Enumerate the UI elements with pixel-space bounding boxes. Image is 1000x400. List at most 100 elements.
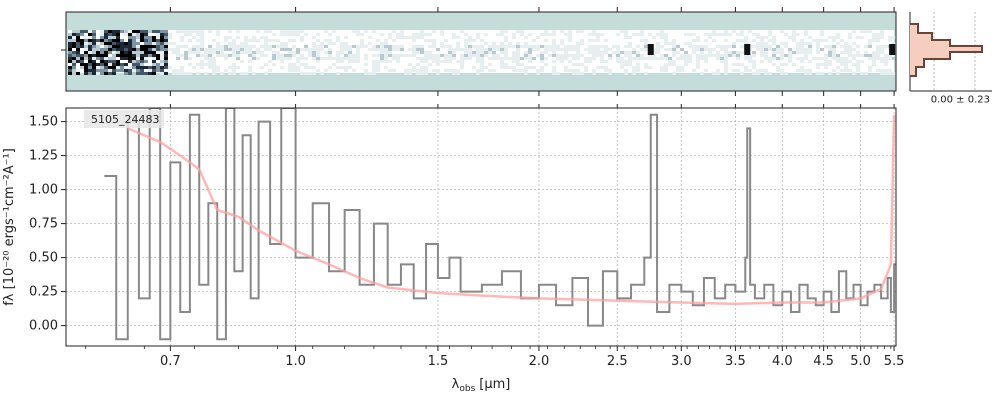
spectrum-2d-pixel [288,51,292,54]
spectrum-2d-pixel [264,36,268,39]
spectrum-2d-pixel [260,66,264,69]
spectrum-2d-pixel [400,30,404,33]
spectrum-2d-pixel [620,51,624,54]
spectrum-2d-pixel [224,69,228,72]
spectrum-2d-pixel [380,45,384,48]
spectrum-2d-pixel [132,30,136,33]
spectrum-2d-pixel [204,57,208,60]
spectrum-2d-pixel [444,57,448,60]
spectrum-2d-pixel [284,33,288,36]
spectrum-2d-pixel [436,63,440,66]
spectrum-2d-pixel [292,69,296,72]
spectrum-2d-pixel [820,63,824,66]
spectrum-2d-pixel [200,30,204,33]
spectrum-2d-pixel [464,48,468,51]
spectrum-2d-pixel [392,39,396,42]
spectrum-2d-pixel [428,33,432,36]
spectrum-2d-pixel [68,33,72,36]
spectrum-2d-pixel [864,30,868,33]
spectrum-2d-pixel [752,45,756,48]
spectrum-2d-pixel [532,66,536,69]
spectrum-2d-pixel [128,54,132,57]
spectrum-2d-pixel [416,48,420,51]
spectrum-2d-pixel [752,39,756,42]
spectrum-2d-pixel [112,63,116,66]
spectrum-2d-pixel [412,33,416,36]
spectrum-2d-pixel [208,60,212,63]
spectrum-2d-pixel [148,39,152,42]
spectrum-2d-pixel [552,39,556,42]
spectrum-2d-pixel [480,57,484,60]
spectrum-2d-pixel [712,33,716,36]
spectrum-2d-pixel [820,57,824,60]
spectrum-2d-pixel [664,66,668,69]
spectrum-2d-pixel [688,45,692,48]
spectrum-2d-pixel [780,30,784,33]
spectrum-2d-pixel [360,42,364,45]
spectrum-2d-pixel [264,39,268,42]
spectrum-2d-pixel [416,69,420,72]
spectrum-2d-pixel [112,39,116,42]
spectrum-2d-pixel [228,72,232,75]
x-tick-label: 5.0 [850,354,871,369]
spectrum-2d-pixel [212,69,216,72]
spectrum-2d-pixel [280,42,284,45]
spectrum-2d-pixel [672,60,676,63]
spectrum-2d-pixel [740,51,744,54]
spectrum-2d-pixel [776,57,780,60]
spectrum-2d-pixel [216,66,220,69]
spectrum-2d-pixel [624,33,628,36]
spectrum-2d-pixel [288,33,292,36]
spectrum-2d-pixel [788,57,792,60]
spectrum-2d-pixel [728,45,732,48]
spectrum-2d-pixel [684,57,688,60]
spectrum-2d-pixel [152,30,156,33]
spectrum-2d-pixel [772,54,776,57]
spectrum-2d-pixel [660,57,664,60]
spectrum-2d-pixel [852,48,856,51]
spectrum-2d-pixel [720,57,724,60]
spectrum-2d-pixel [664,69,668,72]
spectrum-2d-pixel [752,63,756,66]
spectrum-2d-pixel [116,30,120,33]
spectrum-2d-pixel [236,48,240,51]
spectrum-2d-pixel [732,42,736,45]
spectrum-2d-pixel [732,30,736,33]
spectrum-2d-pixel [504,48,508,51]
spectrum-2d-pixel [588,45,592,48]
spectrum-2d-pixel [360,45,364,48]
spectrum-2d-pixel [672,48,676,51]
spectrum-2d-pixel [376,66,380,69]
spectrum-2d-pixel [328,42,332,45]
spectrum-2d-pixel [100,42,104,45]
spectrum-2d-pixel [796,45,800,48]
spectrum-2d-pixel [460,54,464,57]
spectrum-2d-pixel [884,57,888,60]
spectrum-2d-pixel [108,39,112,42]
spectrum-2d-pixel [724,57,728,60]
spectrum-2d-pixel [316,45,320,48]
spectrum-2d-pixel [124,63,128,66]
spectrum-2d-pixel [272,33,276,36]
spectrum-2d-pixel [812,57,816,60]
spectrum-2d-pixel [544,63,548,66]
spectrum-2d-pixel [284,57,288,60]
spectrum-2d-pixel [160,39,164,42]
spectrum-2d-pixel [480,63,484,66]
spectrum-2d-pixel [388,45,392,48]
spectrum-2d-pixel [364,54,368,57]
spectrum-2d-pixel [876,57,880,60]
spectrum-2d-pixel [608,54,612,57]
spectrum-2d-pixel [884,63,888,66]
spectrum-2d-pixel [300,57,304,60]
spectrum-2d-pixel [876,48,880,51]
spectrum-2d-pixel [732,45,736,48]
spectrum-2d-pixel [600,33,604,36]
spectrum-2d-pixel [320,48,324,51]
spectrum-2d-pixel [356,33,360,36]
spectrum-2d-pixel [636,69,640,72]
spectrum-2d-pixel [148,45,152,48]
spectrum-2d-pixel [252,57,256,60]
spectrum-2d-pixel [288,66,292,69]
spectrum-2d-pixel [716,51,720,54]
